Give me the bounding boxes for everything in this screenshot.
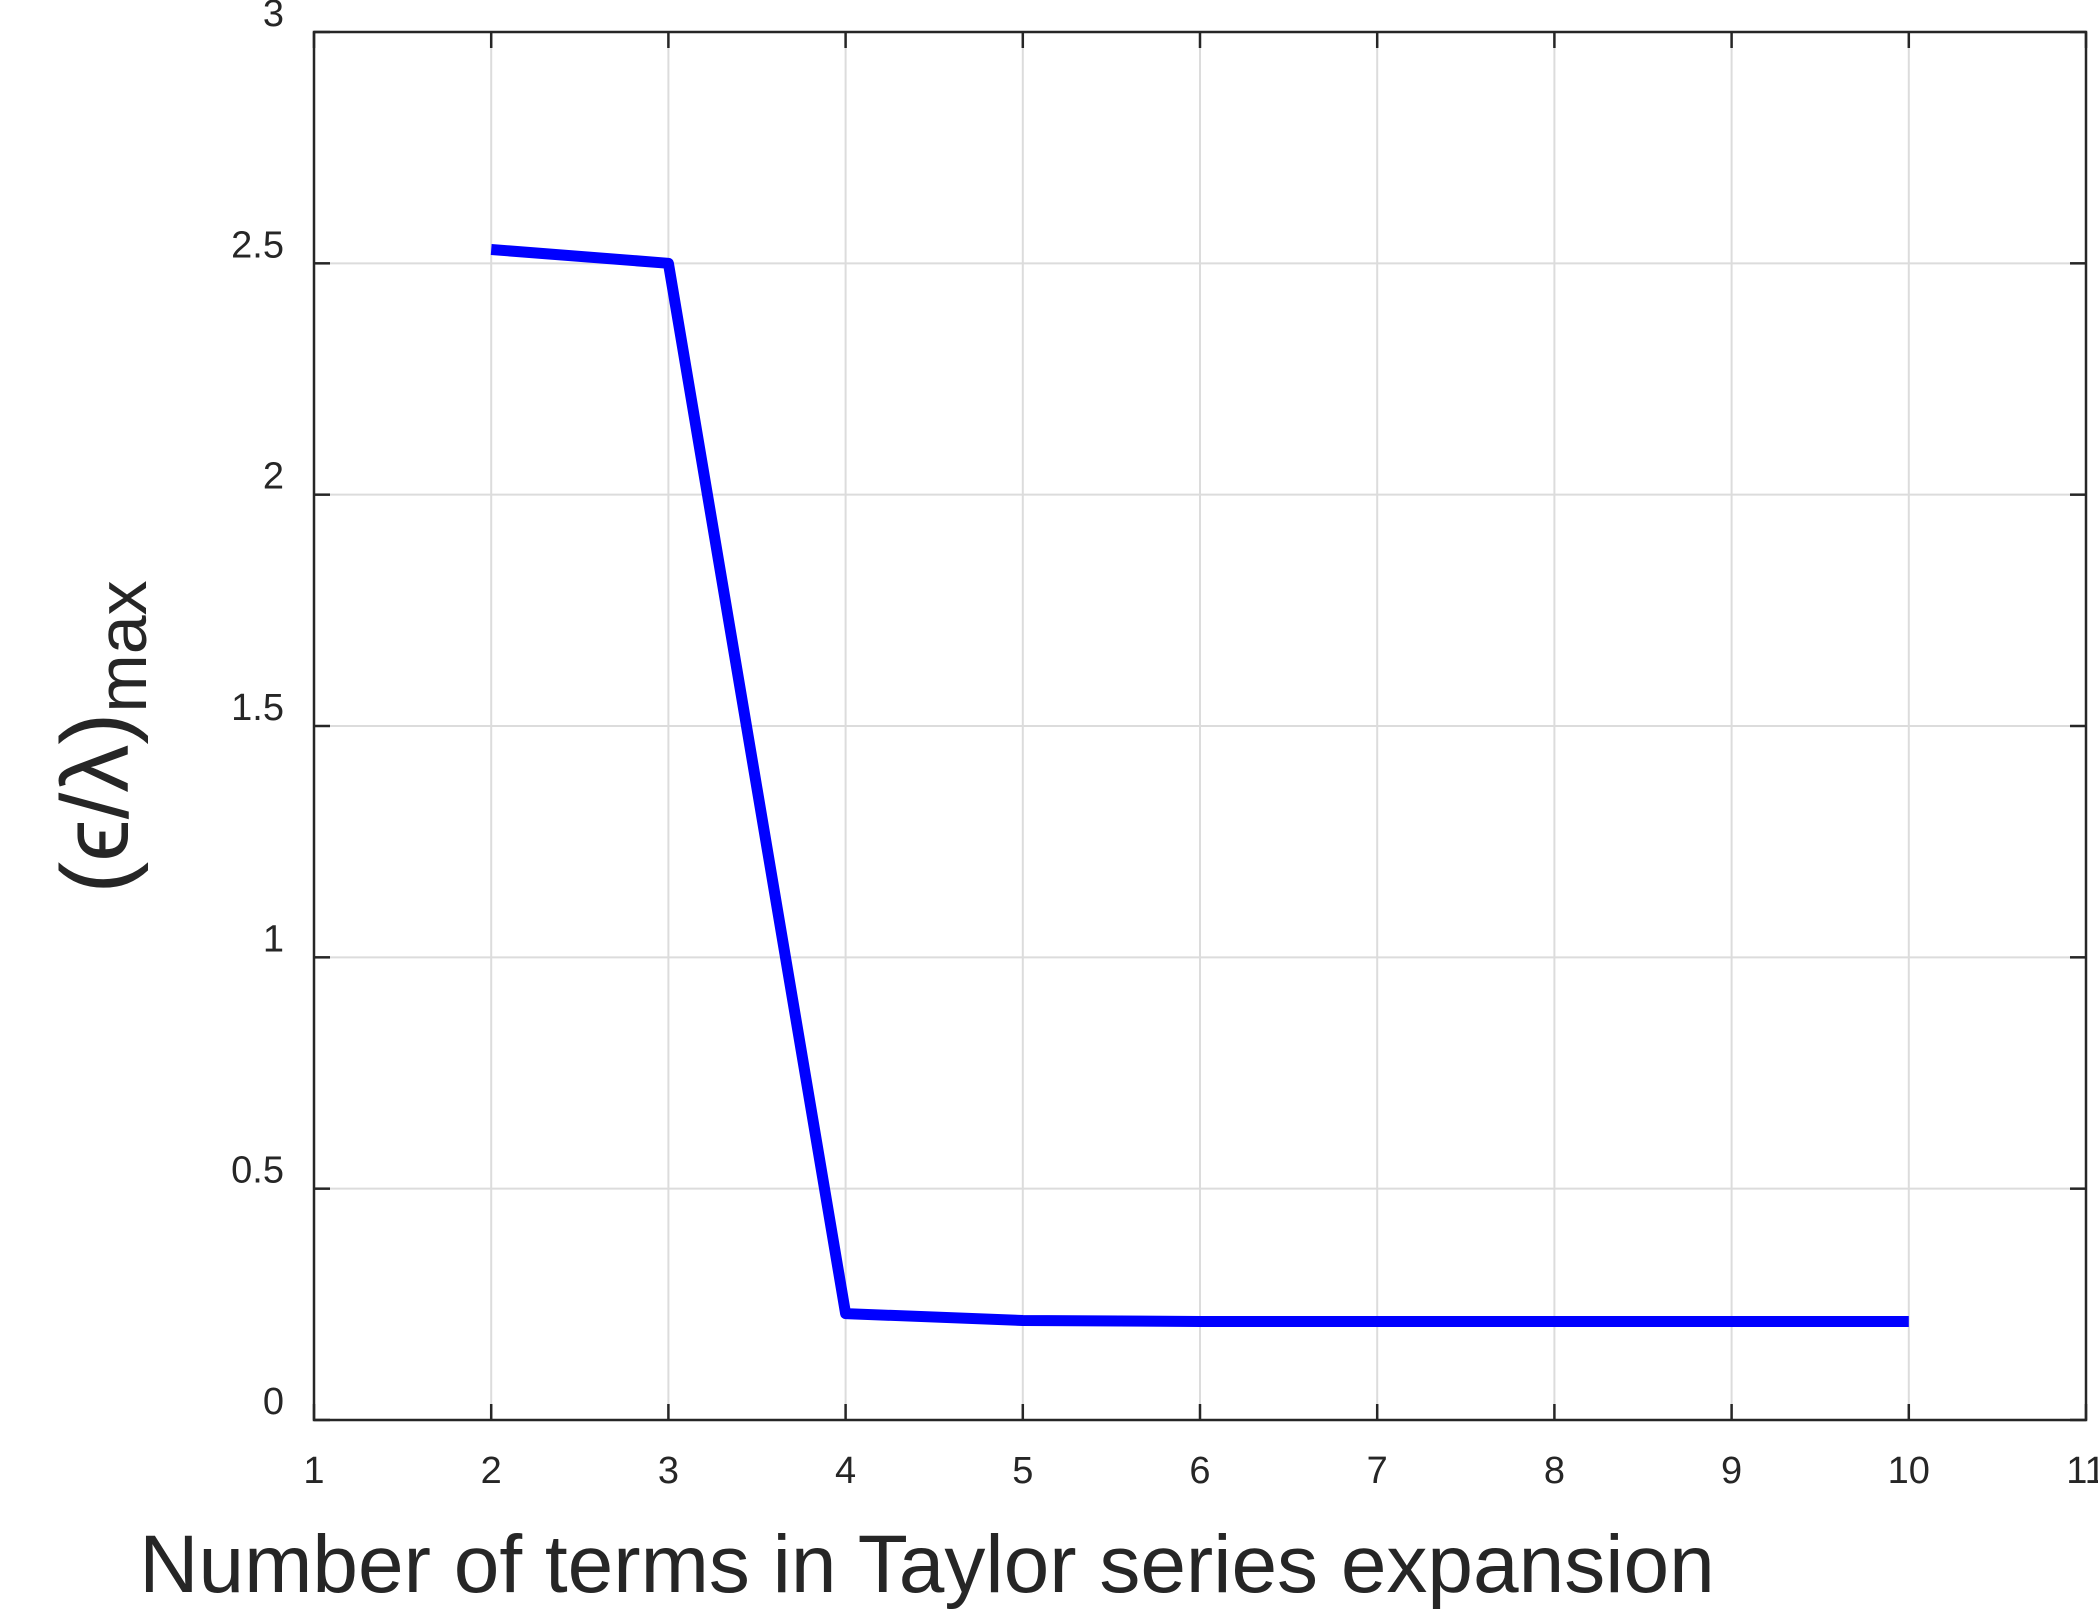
x-tick-label: 2: [481, 1450, 502, 1492]
y-tick-label: 1: [263, 918, 284, 960]
y-axis-label-main: (ϵ/λ): [42, 713, 149, 894]
x-tick-label: 4: [835, 1450, 856, 1492]
x-tick-label: 7: [1367, 1450, 1388, 1492]
x-tick-labels: 1 2 3 4 5 6 7 8 9 10 11: [303, 1450, 2098, 1492]
y-axis-label-subscript: max: [83, 580, 161, 712]
y-axis-label: (ϵ/λ)max: [42, 580, 161, 893]
y-tick-label: 3: [263, 0, 284, 35]
x-tick-label: 3: [658, 1450, 679, 1492]
y-tick-labels: 0 0.5 1 1.5 2 2.5 3: [231, 0, 284, 1423]
x-tick-label: 1: [303, 1450, 324, 1492]
x-axis-label: Number of terms in Taylor series expansi…: [139, 1519, 1714, 1610]
y-tick-label: 0: [263, 1381, 284, 1423]
x-tick-label: 8: [1544, 1450, 1565, 1492]
x-tick-label: 9: [1721, 1450, 1742, 1492]
series-layer: [490, 244, 1909, 1327]
y-tick-label: 1.5: [231, 687, 284, 729]
tick-marks: [312, 30, 2088, 1422]
x-tick-label: 11: [2066, 1450, 2098, 1492]
y-tick-label: 2: [263, 456, 284, 498]
y-tick-label: 0.5: [231, 1150, 284, 1192]
y-tick-label: 2.5: [231, 224, 284, 266]
series-line: [490, 244, 1909, 1327]
x-tick-label: 10: [1888, 1450, 1930, 1492]
x-tick-label: 6: [1189, 1450, 1210, 1492]
x-tick-label: 5: [1012, 1450, 1033, 1492]
